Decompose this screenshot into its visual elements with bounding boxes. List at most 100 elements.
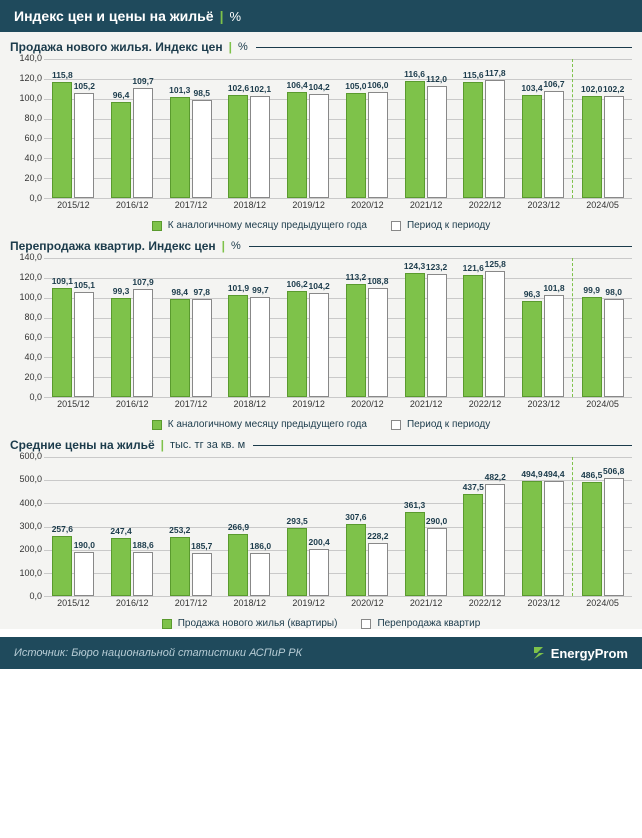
chart-new: Продажа нового жилья. Индекс цен|%0,020,… — [10, 40, 632, 231]
bar-group: 115,6117,8 — [455, 59, 514, 198]
bar-a-wrap: 101,3 — [170, 85, 190, 198]
y-tick-label: 80,0 — [24, 312, 42, 322]
x-tick-label: 2023/12 — [514, 598, 573, 614]
bar-group: 98,497,8 — [161, 258, 220, 397]
bar-b-wrap: 108,8 — [368, 276, 388, 397]
page-footer: Источник: Бюро национальной статистики А… — [0, 637, 642, 669]
bar-b-label: 104,2 — [309, 82, 330, 92]
x-tick-label: 2019/12 — [279, 399, 338, 415]
gridline — [44, 198, 632, 199]
y-tick-label: 140,0 — [19, 53, 42, 63]
y-tick-label: 0,0 — [29, 392, 42, 402]
bar-a-label: 106,4 — [287, 80, 308, 90]
legend: К аналогичному месяцу предыдущего годаПе… — [10, 220, 632, 231]
bar-group: 105,0106,0 — [338, 59, 397, 198]
bar-b — [427, 274, 447, 397]
bar-b — [309, 94, 329, 198]
chart-title-text: Перепродажа квартир. Индекс цен — [10, 239, 216, 253]
bar-b — [74, 552, 94, 596]
bar-b-label: 105,1 — [74, 280, 95, 290]
bar-group: 121,6125,8 — [455, 258, 514, 397]
bar-b-wrap: 102,1 — [250, 84, 270, 198]
y-tick-label: 300,0 — [19, 521, 42, 531]
legend: Продажа нового жилья (квартиры)Перепрода… — [10, 618, 632, 629]
legend-swatch-b — [361, 619, 371, 629]
y-axis: 0,0100,0200,0300,0400,0500,0600,0 — [10, 456, 44, 596]
bar-b — [250, 553, 270, 596]
bar-group: 115,8105,2 — [44, 59, 103, 198]
bar-a-label: 121,6 — [463, 263, 484, 273]
bar-a-label: 124,3 — [404, 261, 425, 271]
chart-title-separator: | — [161, 438, 164, 452]
bar-a — [405, 273, 425, 397]
bar-a-wrap: 105,0 — [346, 81, 366, 198]
bar-b-wrap: 105,1 — [74, 280, 94, 397]
bar-b-label: 109,7 — [132, 76, 153, 86]
bar-b-wrap: 117,8 — [485, 68, 505, 198]
y-tick-label: 140,0 — [19, 252, 42, 262]
bar-a — [522, 481, 542, 596]
bar-a — [405, 81, 425, 198]
bar-b-wrap: 102,2 — [604, 84, 624, 198]
x-tick-label: 2022/12 — [456, 200, 515, 216]
bar-group: 113,2108,8 — [338, 258, 397, 397]
bar-a-label: 293,5 — [287, 516, 308, 526]
bar-a — [228, 295, 248, 397]
legend-swatch-a — [162, 619, 172, 629]
bar-b — [74, 93, 94, 198]
plot-area: 0,0100,0200,0300,0400,0500,0600,0257,619… — [10, 456, 632, 614]
bar-a-label: 105,0 — [345, 81, 366, 91]
chart-title-rule — [253, 445, 632, 446]
bar-b-wrap: 106,7 — [544, 79, 564, 198]
bar-b-wrap: 186,0 — [250, 541, 270, 596]
y-tick-label: 600,0 — [19, 451, 42, 461]
bar-b — [250, 96, 270, 198]
bar-a — [170, 97, 190, 198]
bar-a — [582, 297, 602, 397]
bar-b-wrap: 482,2 — [485, 472, 505, 597]
bar-a — [287, 92, 307, 198]
bar-a-label: 102,0 — [581, 84, 602, 94]
x-tick-label: 2023/12 — [514, 200, 573, 216]
chart-title-text: Средние цены на жильё — [10, 438, 155, 452]
legend-label-a: К аналогичному месяцу предыдущего года — [168, 419, 367, 430]
bar-b — [427, 86, 447, 198]
bar-group: 96,4109,7 — [103, 59, 162, 198]
bar-b-label: 188,6 — [132, 540, 153, 550]
x-tick-label: 2019/12 — [279, 598, 338, 614]
bar-b-wrap: 107,9 — [133, 277, 153, 397]
y-tick-label: 0,0 — [29, 193, 42, 203]
bar-a — [111, 102, 131, 198]
legend-swatch-a — [152, 221, 162, 231]
bar-a-label: 101,3 — [169, 85, 190, 95]
y-tick-label: 200,0 — [19, 544, 42, 554]
y-tick-label: 40,0 — [24, 352, 42, 362]
bar-b-label: 186,0 — [250, 541, 271, 551]
bar-a-wrap: 253,2 — [170, 525, 190, 596]
x-tick-label: 2018/12 — [220, 399, 279, 415]
bar-b-wrap: 506,8 — [604, 466, 624, 596]
bar-a-wrap: 96,3 — [522, 289, 542, 397]
bar-group: 99,3107,9 — [103, 258, 162, 397]
bar-b-label: 105,2 — [74, 81, 95, 91]
bar-b-wrap: 494,4 — [544, 469, 564, 596]
bar-a-wrap: 437,5 — [463, 482, 483, 596]
bar-b-wrap: 228,2 — [368, 531, 388, 596]
bar-a-label: 106,2 — [287, 279, 308, 289]
legend-label-b: Период к периоду — [407, 220, 490, 231]
legend-swatch-b — [391, 420, 401, 430]
bar-b-wrap: 123,2 — [427, 262, 447, 397]
bar-b-label: 98,0 — [605, 287, 622, 297]
y-tick-label: 400,0 — [19, 498, 42, 508]
bar-group: 486,5506,8 — [572, 457, 632, 596]
bar-b-label: 506,8 — [603, 466, 624, 476]
bar-groups: 257,6190,0247,4188,6253,2185,7266,9186,0… — [44, 457, 632, 596]
y-tick-label: 120,0 — [19, 272, 42, 282]
bar-a — [522, 301, 542, 397]
x-tick-label: 2018/12 — [220, 598, 279, 614]
bar-a — [287, 291, 307, 397]
bar-a-wrap: 98,4 — [170, 287, 190, 397]
y-tick-label: 40,0 — [24, 153, 42, 163]
y-tick-label: 60,0 — [24, 133, 42, 143]
bar-a — [111, 298, 131, 397]
